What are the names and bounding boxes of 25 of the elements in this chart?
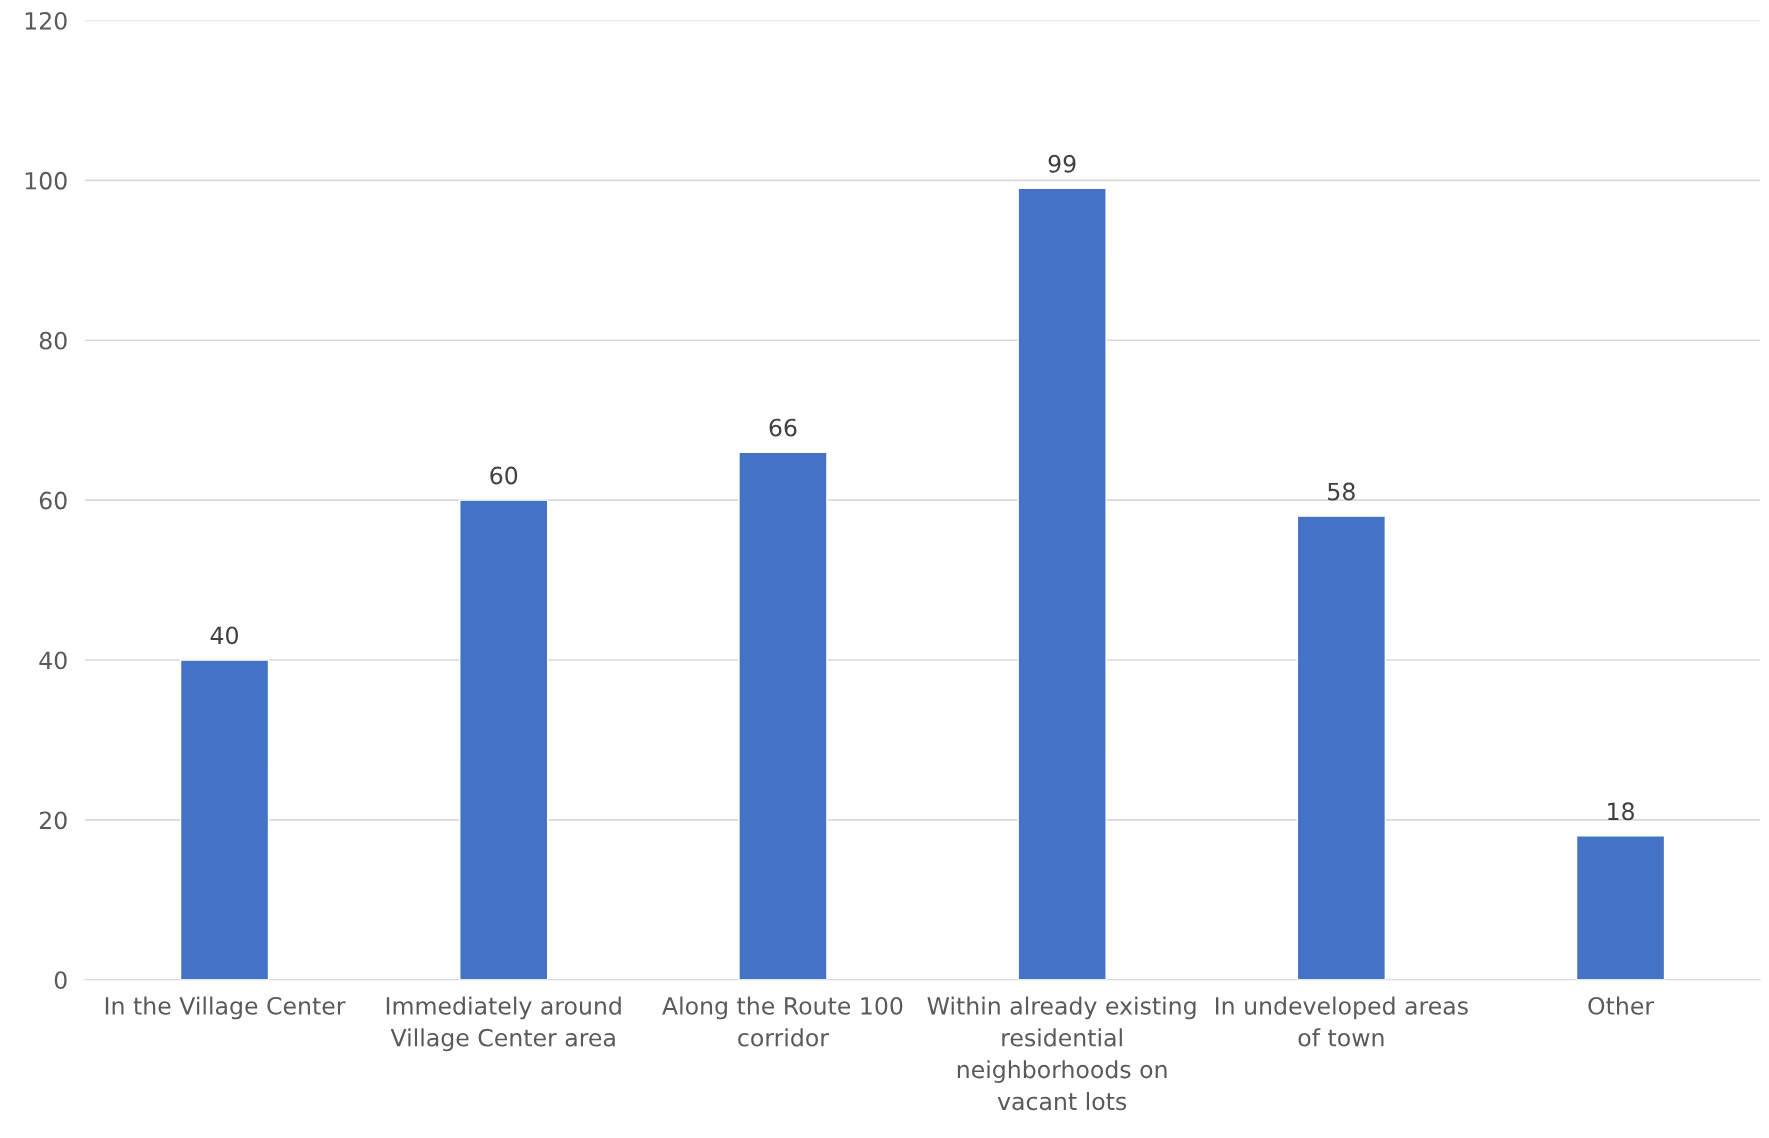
x-tick-label: In the Village Center xyxy=(105,996,346,1020)
y-tick-label: 20 xyxy=(39,811,67,830)
y-tick-label: 60 xyxy=(39,491,67,510)
y-tick-label: 80 xyxy=(39,331,67,350)
x-tick-label: In undeveloped areas of town xyxy=(1215,996,1468,1047)
y-tick-label: 40 xyxy=(39,651,67,670)
y-tick-label: 120 xyxy=(25,11,67,30)
data-label: 40 xyxy=(210,626,238,645)
x-tick-label: Immediately around Village Center area xyxy=(386,996,621,1052)
x-tick-label: Other xyxy=(1588,996,1655,1015)
bar xyxy=(179,659,270,980)
bar xyxy=(1575,835,1666,980)
data-label: 60 xyxy=(490,466,518,485)
data-label: 58 xyxy=(1328,482,1355,501)
y-tick-label: 0 xyxy=(54,971,67,990)
bar xyxy=(459,499,549,980)
data-label: 99 xyxy=(1048,154,1076,173)
x-tick-label: Along the Route 100 corridor xyxy=(662,996,903,1047)
data-label: 66 xyxy=(769,418,797,437)
x-tick-label: Within already existing residential neighborhoods on vacant lots xyxy=(927,996,1196,1111)
bar xyxy=(1296,515,1387,980)
bar xyxy=(1017,187,1107,980)
y-tick-label: 100 xyxy=(25,171,67,190)
data-label: 18 xyxy=(1608,802,1634,821)
bar xyxy=(738,451,828,980)
